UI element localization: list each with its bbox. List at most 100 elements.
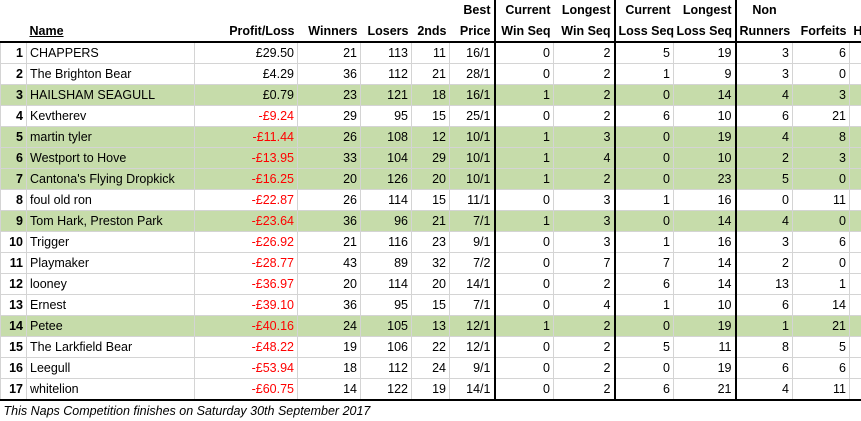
header-loss-seq-current: Loss Seq <box>615 20 674 42</box>
losers-cell: 113 <box>361 42 412 64</box>
current-loss-seq-cell: 0 <box>615 148 674 169</box>
holiday-cell: 0 <box>850 64 861 85</box>
non-runners-cell: 1 <box>736 316 793 337</box>
losers-cell: 114 <box>361 274 412 295</box>
header-longest-win: Longest <box>554 0 615 20</box>
winners-cell: 36 <box>298 295 361 316</box>
rank-cell: 17 <box>1 379 27 401</box>
longest-loss-seq-cell: 19 <box>674 358 736 379</box>
non-runners-cell: 5 <box>736 169 793 190</box>
best-price-cell: 9/1 <box>450 232 495 253</box>
forfeits-cell: 6 <box>793 232 850 253</box>
rank-cell: 15 <box>1 337 27 358</box>
name-cell: Playmaker <box>27 253 195 274</box>
current-win-seq-cell: 0 <box>495 274 554 295</box>
rank-cell: 2 <box>1 64 27 85</box>
header-current-win: Current <box>495 0 554 20</box>
current-win-seq-cell: 1 <box>495 85 554 106</box>
current-win-seq-cell: 0 <box>495 106 554 127</box>
name-cell: CHAPPERS <box>27 42 195 64</box>
seconds-cell: 29 <box>412 148 450 169</box>
profit-cell: -£23.64 <box>195 211 298 232</box>
current-win-seq-cell: 0 <box>495 295 554 316</box>
best-price-cell: 7/2 <box>450 253 495 274</box>
rank-cell: 7 <box>1 169 27 190</box>
losers-cell: 108 <box>361 127 412 148</box>
longest-win-seq-cell: 2 <box>554 64 615 85</box>
header-name: Name <box>27 20 195 42</box>
current-win-seq-cell: 0 <box>495 42 554 64</box>
forfeits-cell: 21 <box>793 316 850 337</box>
best-price-cell: 25/1 <box>450 106 495 127</box>
longest-win-seq-cell: 2 <box>554 85 615 106</box>
profit-cell: -£48.22 <box>195 337 298 358</box>
longest-loss-seq-cell: 21 <box>674 379 736 401</box>
longest-loss-seq-cell: 10 <box>674 295 736 316</box>
losers-cell: 105 <box>361 316 412 337</box>
best-price-cell: 12/1 <box>450 316 495 337</box>
winners-cell: 18 <box>298 358 361 379</box>
winners-cell: 26 <box>298 190 361 211</box>
forfeits-cell: 0 <box>793 64 850 85</box>
current-win-seq-cell: 1 <box>495 148 554 169</box>
current-win-seq-cell: 0 <box>495 253 554 274</box>
holiday-cell: 3 <box>850 274 861 295</box>
name-cell: Petee <box>27 316 195 337</box>
longest-loss-seq-cell: 10 <box>674 106 736 127</box>
holiday-cell: 9 <box>850 148 861 169</box>
longest-win-seq-cell: 2 <box>554 274 615 295</box>
non-runners-cell: 2 <box>736 253 793 274</box>
winners-cell: 20 <box>298 274 361 295</box>
current-win-seq-cell: 0 <box>495 337 554 358</box>
best-price-cell: 10/1 <box>450 127 495 148</box>
profit-cell: -£39.10 <box>195 295 298 316</box>
profit-cell: £29.50 <box>195 42 298 64</box>
current-loss-seq-cell: 0 <box>615 169 674 190</box>
losers-cell: 96 <box>361 211 412 232</box>
current-loss-seq-cell: 0 <box>615 127 674 148</box>
best-price-cell: 7/1 <box>450 211 495 232</box>
header-row-2: Name Profit/Loss Winners Losers 2nds Pri… <box>1 20 861 42</box>
best-price-cell: 12/1 <box>450 337 495 358</box>
non-runners-cell: 0 <box>736 190 793 211</box>
longest-loss-seq-cell: 11 <box>674 337 736 358</box>
current-loss-seq-cell: 0 <box>615 211 674 232</box>
current-loss-seq-cell: 5 <box>615 337 674 358</box>
forfeits-cell: 11 <box>793 190 850 211</box>
best-price-cell: 10/1 <box>450 148 495 169</box>
rank-cell: 6 <box>1 148 27 169</box>
current-loss-seq-cell: 0 <box>615 316 674 337</box>
longest-win-seq-cell: 2 <box>554 379 615 401</box>
longest-win-seq-cell: 2 <box>554 106 615 127</box>
header-win-seq-current: Win Seq <box>495 20 554 42</box>
header-forfeits: Forfeits <box>793 20 850 42</box>
winners-cell: 29 <box>298 106 361 127</box>
name-cell: The Brighton Bear <box>27 64 195 85</box>
seconds-cell: 13 <box>412 316 450 337</box>
forfeits-cell: 3 <box>793 85 850 106</box>
rank-cell: 16 <box>1 358 27 379</box>
longest-loss-seq-cell: 14 <box>674 85 736 106</box>
forfeits-cell: 21 <box>793 106 850 127</box>
forfeits-cell: 6 <box>793 358 850 379</box>
seconds-cell: 32 <box>412 253 450 274</box>
rank-cell: 1 <box>1 42 27 64</box>
current-win-seq-cell: 1 <box>495 127 554 148</box>
header-price: Price <box>450 20 495 42</box>
longest-win-seq-cell: 3 <box>554 232 615 253</box>
seconds-cell: 23 <box>412 232 450 253</box>
header-win-seq-longest: Win Seq <box>554 20 615 42</box>
non-runners-cell: 3 <box>736 232 793 253</box>
best-price-cell: 11/1 <box>450 190 495 211</box>
longest-win-seq-cell: 3 <box>554 211 615 232</box>
current-win-seq-cell: 0 <box>495 64 554 85</box>
seconds-cell: 20 <box>412 274 450 295</box>
header-losers: Losers <box>361 20 412 42</box>
